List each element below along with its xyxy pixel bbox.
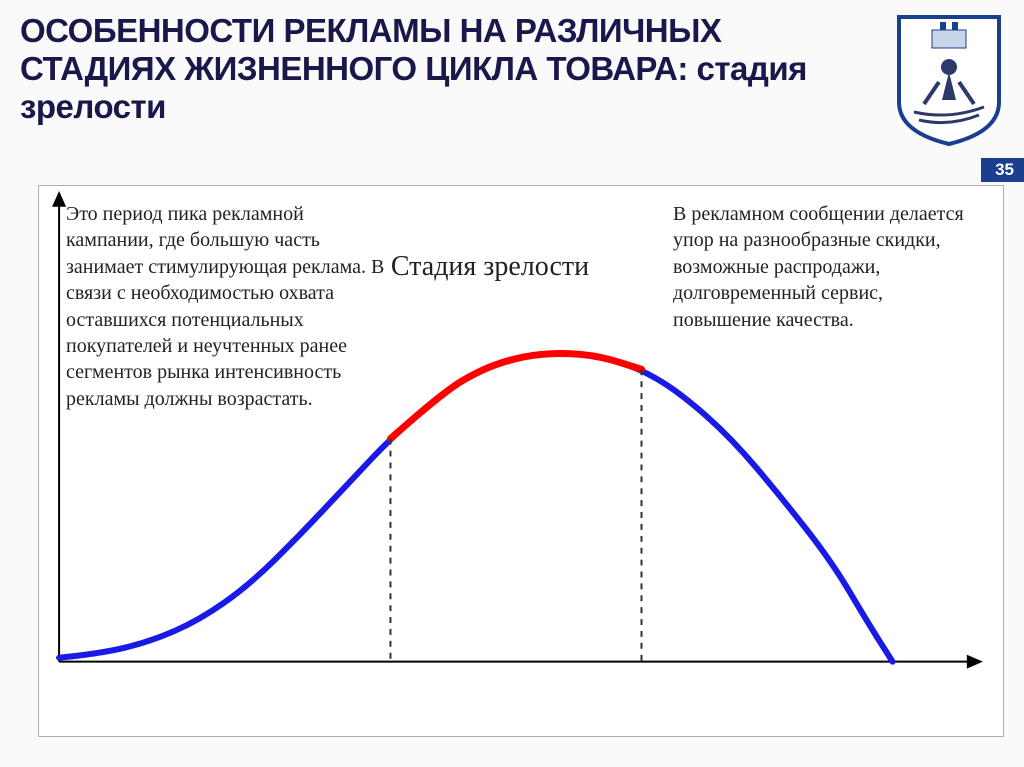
content-area: Это период пика рекламной кампании, где … [20, 185, 1004, 747]
page-title: ОСОБЕННОСТИ РЕКЛАМЫ НА РАЗЛИЧНЫХ СТАДИЯХ… [20, 12, 884, 126]
page-number-badge: 35 [981, 158, 1024, 182]
slide: ОСОБЕННОСТИ РЕКЛАМЫ НА РАЗЛИЧНЫХ СТАДИЯХ… [0, 0, 1024, 767]
description-left: Это период пика рекламной кампании, где … [66, 201, 386, 412]
description-right: В рекламном сообщении делается упор на р… [673, 201, 973, 333]
emblem-logo [894, 12, 1004, 147]
stage-label: Стадия зрелости [390, 250, 590, 284]
title-block: ОСОБЕННОСТИ РЕКЛАМЫ НА РАЗЛИЧНЫХ СТАДИЯХ… [20, 12, 884, 126]
header: ОСОБЕННОСТИ РЕКЛАМЫ НА РАЗЛИЧНЫХ СТАДИЯХ… [0, 0, 1024, 147]
